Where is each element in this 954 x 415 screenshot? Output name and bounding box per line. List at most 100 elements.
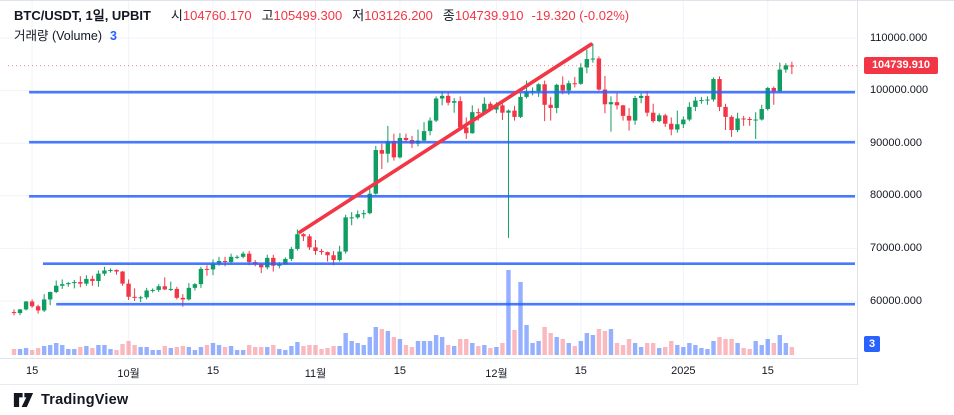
volume-bar xyxy=(554,337,559,355)
volume-bar xyxy=(35,348,41,355)
candle-body xyxy=(650,112,656,122)
volume-bar xyxy=(476,346,481,355)
volume-bar xyxy=(138,347,143,355)
candle-body xyxy=(500,105,505,113)
volume-bar xyxy=(391,337,397,355)
candle-body xyxy=(747,119,752,121)
volume-bar xyxy=(204,345,210,355)
volume-bar xyxy=(144,347,149,355)
time-axis[interactable]: 15 10월 15 11월 15 12월 15 2025 15 xyxy=(0,358,857,385)
volume-bar xyxy=(741,348,746,355)
candle-body xyxy=(23,301,29,310)
candle-body xyxy=(789,65,795,67)
candle-body xyxy=(198,268,204,285)
candle-body xyxy=(295,234,300,249)
candle-body xyxy=(464,127,469,134)
volume-bar xyxy=(705,349,710,355)
volume-axis-badge: 3 xyxy=(864,336,880,352)
candle-body xyxy=(657,115,662,122)
open-label: 시 xyxy=(170,8,183,23)
volume-bar xyxy=(488,348,493,355)
price-axis-label: 60000.000 xyxy=(870,294,922,307)
candle-body xyxy=(596,58,602,90)
candle-body xyxy=(373,150,378,194)
volume-label[interactable]: 거래량 (Volume) xyxy=(14,29,102,43)
volume-bar xyxy=(560,339,565,355)
candle-body xyxy=(524,91,529,97)
volume-bar xyxy=(500,343,505,355)
candle-body xyxy=(367,193,372,214)
volume-bar xyxy=(747,349,752,355)
volume-bar xyxy=(222,347,228,355)
volume-bar xyxy=(518,282,523,355)
candle-body xyxy=(17,309,23,314)
volume-bar xyxy=(210,343,216,355)
candle-body xyxy=(542,84,547,105)
volume-bar xyxy=(90,348,95,355)
volume-bar xyxy=(445,345,451,355)
volume-bar xyxy=(602,331,608,355)
volume-bar xyxy=(313,345,318,355)
volume-bar xyxy=(403,345,409,355)
last-price-badge: 104739.910 xyxy=(864,57,938,75)
candle-body xyxy=(548,104,553,108)
candle-body xyxy=(337,251,342,260)
candle-body xyxy=(41,299,47,311)
candle-body xyxy=(150,289,155,291)
candle-body xyxy=(138,297,143,299)
volume-bar xyxy=(228,346,234,355)
candle-body xyxy=(307,236,312,248)
volume-bar xyxy=(361,345,366,355)
candle-body xyxy=(421,131,427,141)
candle-body xyxy=(313,247,318,252)
volume-bar xyxy=(355,343,360,355)
volume-bar xyxy=(458,339,463,355)
candle-body xyxy=(102,270,107,274)
volume-bar xyxy=(717,337,722,355)
volume-bar xyxy=(433,335,439,355)
candle-body xyxy=(518,96,523,117)
volume-bar xyxy=(669,341,674,355)
chart-legend: BTC/USDT, 1일, UPBIT 시104760.170 고105499.30… xyxy=(14,7,629,45)
candle-body xyxy=(397,137,403,158)
price-axis-label: 90000.000 xyxy=(870,136,922,149)
volume-bar xyxy=(536,341,541,355)
candle-body xyxy=(325,252,330,256)
candle-body xyxy=(29,301,35,307)
candle-body xyxy=(753,119,758,121)
time-axis-label: 12월 xyxy=(485,368,508,380)
candle-body xyxy=(632,97,638,121)
candle-body xyxy=(35,306,41,311)
candle-body xyxy=(319,251,324,253)
candle-body xyxy=(192,284,198,288)
price-chart[interactable] xyxy=(0,1,857,358)
volume-bar xyxy=(650,343,656,355)
candle-body xyxy=(681,119,686,125)
price-axis[interactable]: 104739.910 3 110000.000 100000.000 90000.0… xyxy=(857,1,954,385)
volume-bar xyxy=(234,350,240,355)
candle-body xyxy=(403,137,409,141)
volume-bar xyxy=(530,343,535,355)
candle-body xyxy=(783,65,789,70)
volume-bar xyxy=(572,346,577,355)
candle-body xyxy=(228,256,234,263)
volume-bar xyxy=(470,343,475,355)
candle-body xyxy=(705,99,710,101)
candle-body xyxy=(777,69,783,92)
candle-body xyxy=(168,288,173,290)
volume-bar xyxy=(657,348,662,355)
candle-body xyxy=(584,59,590,68)
candle-body xyxy=(445,95,451,103)
candle-body xyxy=(283,258,288,265)
symbol-ohlc-row: BTC/USDT, 1일, UPBIT 시104760.170 고105499.30… xyxy=(14,7,629,25)
tradingview-attribution[interactable]: TradingView xyxy=(13,391,128,409)
symbol-title[interactable]: BTC/USDT, 1일, UPBIT xyxy=(14,8,151,23)
price-axis-label: 100000.000 xyxy=(870,84,929,97)
volume-bar xyxy=(644,343,650,355)
volume-bar xyxy=(789,347,795,355)
candle-body xyxy=(271,257,276,266)
candle-body xyxy=(385,141,391,154)
volume-bar xyxy=(699,348,704,355)
candle-body xyxy=(66,283,71,285)
